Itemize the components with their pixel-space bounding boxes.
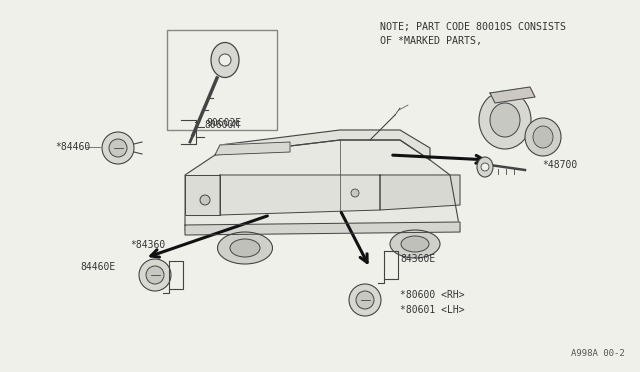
Circle shape xyxy=(109,139,127,157)
Text: *84360: *84360 xyxy=(130,240,165,250)
Text: 84460E: 84460E xyxy=(80,262,115,272)
Text: *80601 <LH>: *80601 <LH> xyxy=(400,305,465,315)
Ellipse shape xyxy=(230,239,260,257)
Polygon shape xyxy=(220,175,380,215)
Circle shape xyxy=(139,259,171,291)
Ellipse shape xyxy=(218,232,273,264)
Circle shape xyxy=(481,163,489,171)
Bar xyxy=(167,30,277,130)
Circle shape xyxy=(200,195,210,205)
Circle shape xyxy=(219,54,231,66)
Circle shape xyxy=(349,284,381,316)
Polygon shape xyxy=(185,222,460,235)
Text: OF *MARKED PARTS,: OF *MARKED PARTS, xyxy=(380,36,482,46)
Ellipse shape xyxy=(477,157,493,177)
Text: 84360E: 84360E xyxy=(400,254,435,264)
Polygon shape xyxy=(185,175,220,215)
Circle shape xyxy=(351,189,359,197)
Text: A998A 00-2: A998A 00-2 xyxy=(572,349,625,358)
Polygon shape xyxy=(490,87,535,103)
Text: *84460: *84460 xyxy=(55,142,90,152)
Circle shape xyxy=(146,266,164,284)
Polygon shape xyxy=(185,140,460,230)
Ellipse shape xyxy=(211,42,239,77)
Ellipse shape xyxy=(390,230,440,258)
Text: *48700: *48700 xyxy=(542,160,577,170)
Ellipse shape xyxy=(525,118,561,156)
Circle shape xyxy=(102,132,134,164)
Polygon shape xyxy=(380,175,460,210)
Text: *80600 <RH>: *80600 <RH> xyxy=(400,290,465,300)
Ellipse shape xyxy=(490,103,520,137)
Ellipse shape xyxy=(401,236,429,252)
Text: NOTE; PART CODE 80010S CONSISTS: NOTE; PART CODE 80010S CONSISTS xyxy=(380,22,566,32)
Ellipse shape xyxy=(479,91,531,149)
Polygon shape xyxy=(215,142,290,155)
Text: 80600M: 80600M xyxy=(204,120,239,130)
Polygon shape xyxy=(215,130,430,160)
Ellipse shape xyxy=(533,126,553,148)
Text: 90602E: 90602E xyxy=(206,118,241,128)
Circle shape xyxy=(356,291,374,309)
